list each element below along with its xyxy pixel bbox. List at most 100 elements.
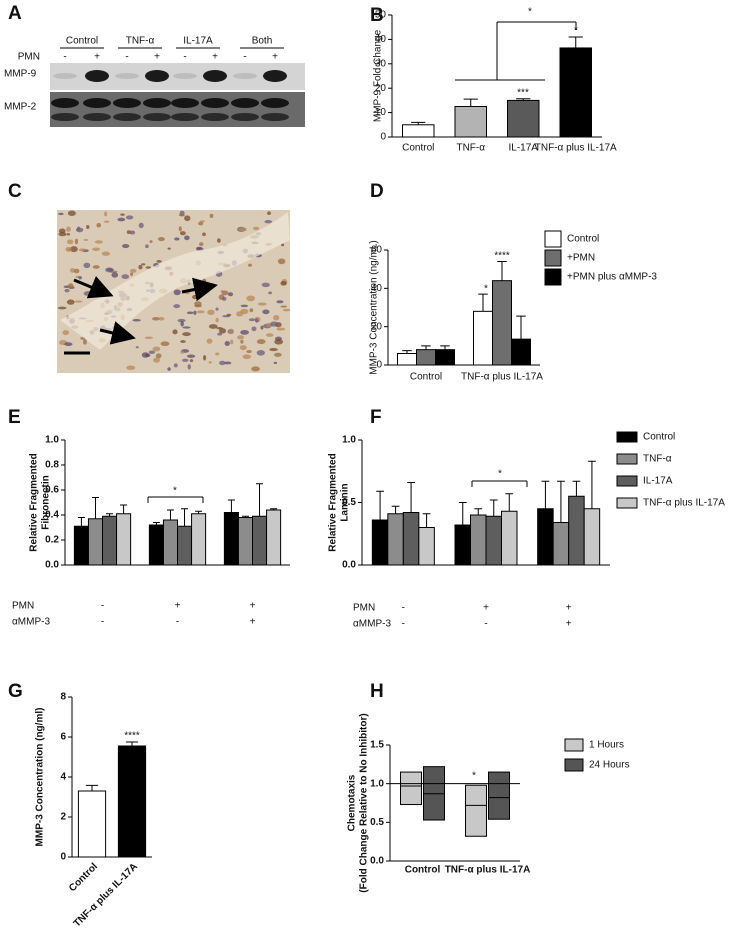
y-axis-label: MMP-9 Fold Change (373, 29, 384, 122)
cell (130, 268, 137, 273)
legend-swatch (544, 249, 562, 267)
x-tick-label: Control (67, 861, 100, 894)
panel-label: H (370, 681, 384, 702)
row-sign: + (175, 601, 181, 612)
cell (120, 213, 125, 216)
bar (162, 519, 178, 566)
cell (215, 317, 219, 323)
bar (492, 280, 512, 366)
bar (252, 515, 268, 566)
row-sign: - (484, 619, 487, 630)
error-bar (422, 513, 431, 528)
y-tick-label: 1.0 (342, 435, 356, 446)
cell (257, 302, 267, 306)
cell (270, 321, 278, 327)
cell (160, 341, 170, 346)
cell (240, 330, 249, 335)
lane-sign: + (154, 52, 160, 63)
legend-label: +PMN plus αMMP-3 (567, 272, 657, 283)
cell (229, 339, 234, 345)
cell (277, 258, 286, 265)
cell (141, 263, 146, 266)
bar (501, 510, 518, 566)
y-axis-label: (Fold Change Relative to No Inhibitor) (359, 713, 370, 892)
cell (156, 260, 162, 263)
bar (87, 518, 103, 566)
error-bar (106, 513, 114, 517)
blot-band (83, 98, 111, 108)
error-bar (152, 522, 160, 525)
blot-band (51, 98, 79, 108)
error-bar (77, 517, 85, 527)
panel-label: A (8, 3, 22, 24)
cell (67, 283, 74, 290)
blot-band (261, 98, 289, 108)
cell (62, 330, 70, 336)
panel-label: E (8, 407, 21, 428)
cell (202, 278, 207, 285)
error-bar (463, 98, 478, 107)
row-sign: - (101, 617, 104, 628)
cell (101, 251, 111, 256)
legend-swatch (616, 475, 638, 487)
bar (73, 525, 89, 566)
bar (537, 508, 554, 566)
blot-band (261, 113, 289, 121)
cell (206, 338, 213, 344)
blot-strip (50, 92, 305, 127)
cell (172, 329, 178, 335)
band-label: MMP-2 (4, 102, 37, 113)
cell (178, 226, 182, 232)
blot-band (53, 73, 77, 79)
cell (157, 316, 165, 321)
row-sign: - (101, 601, 104, 612)
row-sign: + (483, 603, 489, 614)
cell (66, 239, 74, 245)
floating-bar (488, 771, 510, 820)
cell (202, 232, 206, 237)
significance-mark: * (484, 284, 488, 295)
row-sign: + (250, 601, 256, 612)
arrow (181, 277, 218, 302)
y-tick-label: 20 (371, 321, 383, 332)
band-label: MMP-9 (4, 69, 37, 80)
cell (167, 247, 171, 250)
bar (416, 349, 436, 366)
cell (280, 280, 287, 286)
x-tick-label: Control (405, 865, 441, 876)
cell (130, 272, 134, 276)
error-bar (411, 121, 426, 125)
y-tick-label: 0 (60, 852, 66, 863)
cell (253, 226, 260, 231)
cell (117, 217, 126, 222)
lane-sign: + (94, 52, 100, 63)
cell (121, 243, 130, 249)
blot-band (115, 73, 139, 79)
y-axis-label: Fibronectin (41, 475, 52, 529)
cell (199, 242, 204, 246)
micrograph (57, 210, 291, 373)
bar (470, 514, 487, 566)
significance-mark: * (574, 26, 578, 37)
blot-band (201, 113, 229, 121)
cell (217, 238, 221, 243)
cell (195, 246, 203, 250)
cell (262, 309, 270, 315)
y-tick-label: 0 (380, 132, 386, 143)
cell (217, 332, 223, 336)
bar (473, 310, 493, 366)
error-bar (270, 508, 278, 510)
cell (267, 211, 271, 216)
cell (180, 321, 184, 327)
y-tick-label: 0.6 (45, 485, 59, 496)
floating-bar (465, 784, 487, 837)
blot-band (143, 98, 171, 108)
cell (187, 364, 191, 370)
error-bar (241, 515, 249, 518)
cell (65, 246, 72, 252)
y-tick-label: 30 (375, 58, 387, 69)
cell (274, 339, 284, 345)
cell (132, 318, 141, 322)
blot-band (171, 113, 199, 121)
